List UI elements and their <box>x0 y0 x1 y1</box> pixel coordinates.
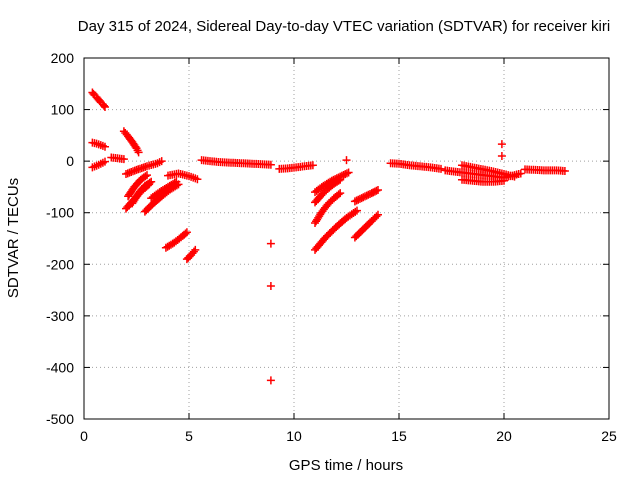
data-point <box>99 101 108 110</box>
y-tick-label: -200 <box>46 256 74 272</box>
data-point <box>334 190 343 199</box>
data-point <box>189 247 198 256</box>
data-point <box>141 172 150 181</box>
data-point <box>266 376 275 385</box>
data-point <box>334 176 343 185</box>
data-point <box>119 155 128 164</box>
data-point <box>181 229 190 238</box>
data-point <box>191 245 200 254</box>
data-point <box>193 175 202 184</box>
x-tick-label: 25 <box>601 428 617 444</box>
data-point <box>510 172 519 181</box>
data-point <box>497 140 506 149</box>
data-point <box>172 177 181 186</box>
data-point <box>351 207 360 216</box>
x-tick-label: 15 <box>391 428 407 444</box>
y-tick-label: 100 <box>51 102 75 118</box>
data-point <box>342 156 351 165</box>
data-points <box>88 88 569 385</box>
data-point <box>374 210 382 219</box>
y-tick-label: -300 <box>46 308 74 324</box>
data-point <box>336 189 345 198</box>
data-point <box>157 157 166 166</box>
y-tick-label: -100 <box>46 205 74 221</box>
data-point <box>344 168 353 177</box>
plot-border <box>83 57 610 420</box>
data-point <box>372 212 381 221</box>
data-point <box>353 206 361 215</box>
data-point <box>308 161 317 170</box>
data-point <box>182 228 191 237</box>
data-point <box>101 102 109 111</box>
y-tick-label: 200 <box>51 50 75 66</box>
axis-ticks <box>83 57 610 420</box>
data-point <box>560 166 569 175</box>
data-point <box>101 142 109 151</box>
data-point <box>342 169 351 178</box>
data-point <box>372 186 381 195</box>
y-tick-label: -400 <box>46 359 74 375</box>
x-tick-label: 0 <box>80 428 88 444</box>
data-point <box>497 151 506 160</box>
x-tick-label: 20 <box>496 428 512 444</box>
data-point <box>266 281 275 290</box>
data-point <box>336 175 345 184</box>
x-axis-label: GPS time / hours <box>289 457 403 474</box>
data-point <box>374 186 382 195</box>
data-point <box>147 177 156 186</box>
x-tick-label: 5 <box>185 428 193 444</box>
data-point <box>437 164 445 173</box>
grid-lines <box>84 58 609 419</box>
data-point <box>145 178 154 187</box>
data-point <box>134 148 143 157</box>
data-point <box>143 171 151 180</box>
data-point <box>266 239 275 248</box>
y-axis-tick-labels: 200 100 0 -100 -200 -300 -400 -500 <box>46 50 74 427</box>
data-point <box>500 176 508 185</box>
data-point <box>266 160 275 169</box>
y-tick-label: 0 <box>66 153 74 169</box>
data-point <box>170 178 179 187</box>
y-axis-label: SDTVAR / TECUs <box>5 178 22 298</box>
chart-title: Day 315 of 2024, Sidereal Day-to-day VTE… <box>78 18 610 35</box>
x-tick-label: 10 <box>286 428 302 444</box>
y-tick-label: -500 <box>46 411 74 427</box>
data-point <box>516 169 525 178</box>
data-point <box>101 157 109 166</box>
x-axis-tick-labels: 0 5 10 15 20 25 <box>80 428 617 444</box>
